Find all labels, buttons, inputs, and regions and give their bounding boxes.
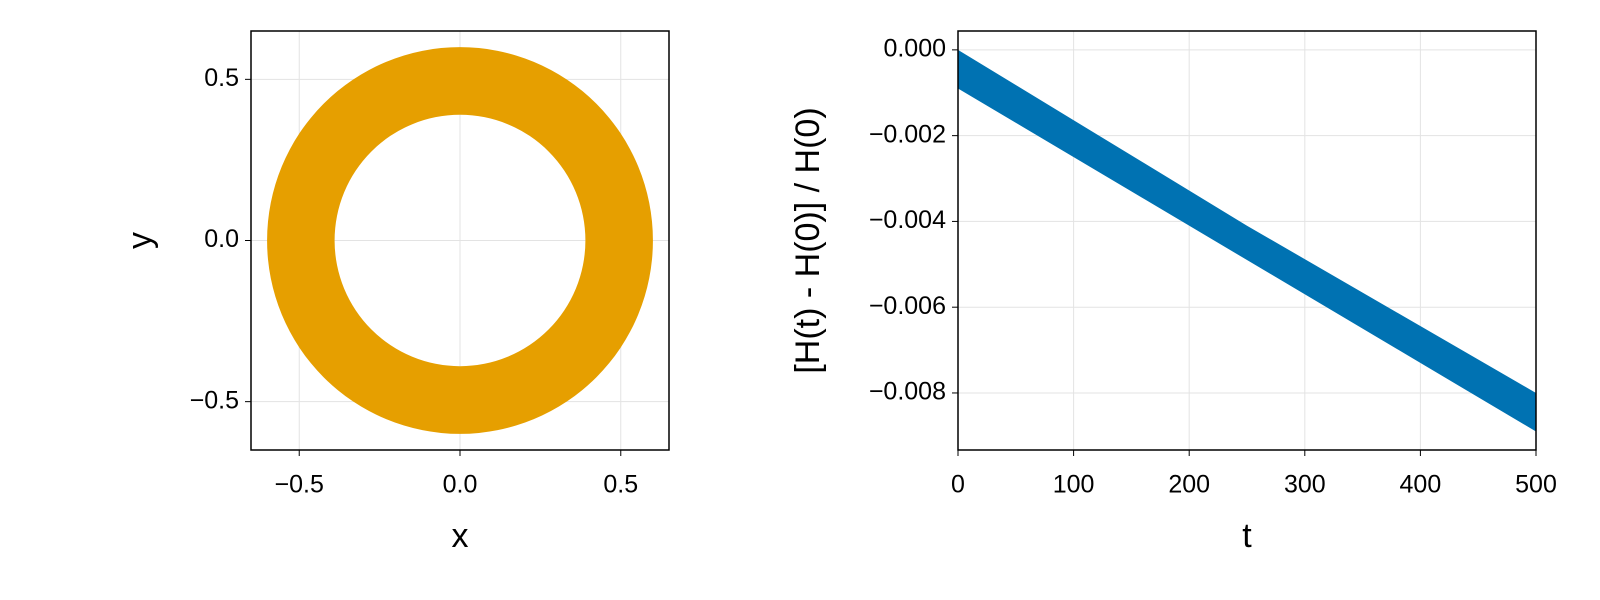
error-band [958,49,1536,432]
y-tick-label: 0.5 [204,64,239,92]
x-tick-label: 0 [951,471,965,499]
x-tick-label: 300 [1284,471,1326,499]
y-axis-label: [H(t) - H(0)] / H(0) [789,107,827,373]
x-tick-label: 200 [1168,471,1210,499]
x-tick-label: −0.5 [275,471,324,499]
x-tick-label: 400 [1400,471,1442,499]
y-tick-label: −0.5 [190,386,239,414]
y-tick-label: −0.008 [869,378,946,406]
y-tick-label: −0.006 [869,292,946,320]
plot-frame [957,30,1537,451]
y-tick-label: −0.004 [869,206,946,234]
orbit-ring [267,47,653,434]
y-tick-label: 0.000 [883,34,946,62]
x-tick-label: 100 [1053,471,1095,499]
y-tick-label: −0.002 [869,120,946,148]
x-tick-label: 0.0 [443,471,478,499]
x-axis-label: t [1242,517,1252,555]
x-tick-label: 0.5 [603,471,638,499]
x-tick-label: 500 [1515,471,1557,499]
y-axis-label: y [121,232,159,249]
x-axis-label: x [452,517,469,555]
y-tick-label: 0.0 [204,225,239,253]
plot-frame [250,30,670,451]
